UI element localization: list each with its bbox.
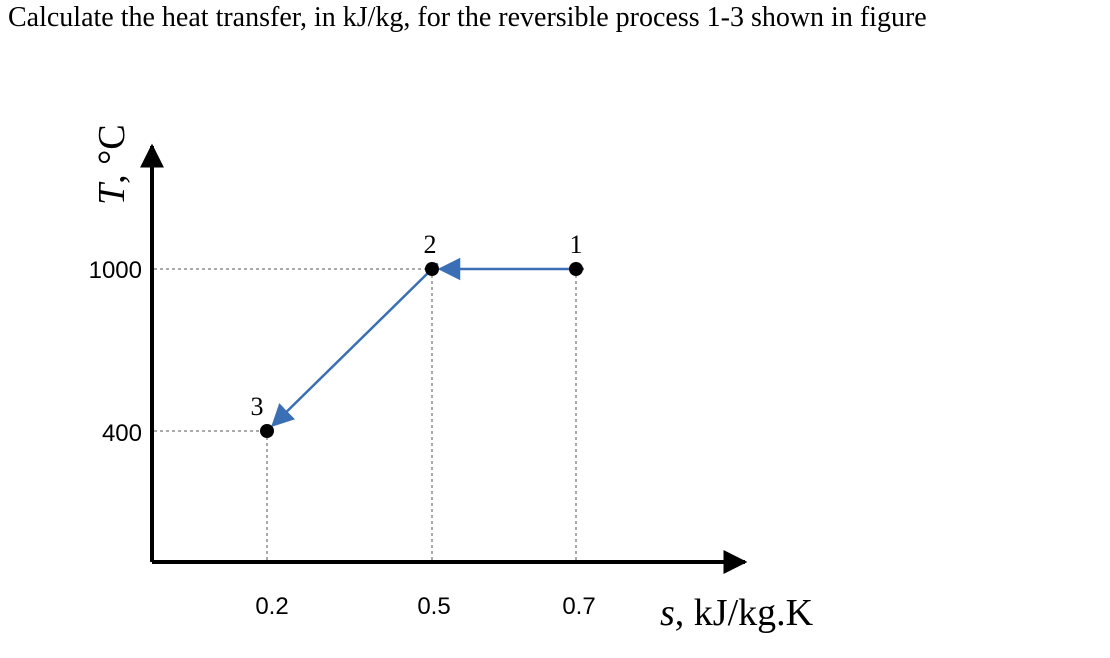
state-points: 1 2 3 xyxy=(251,230,583,438)
y-axis-unit: , °C xyxy=(91,124,133,184)
process-segment-2-3 xyxy=(271,262,439,427)
process-paths xyxy=(271,257,584,427)
x-tick-label: 0.5 xyxy=(417,593,450,620)
x-axis-unit: , kJ/kg.K xyxy=(675,592,814,634)
x-axis-variable: s xyxy=(660,592,675,634)
y-axis-variable: T xyxy=(91,181,133,205)
question-text: Calculate the heat transfer, in kJ/kg, f… xyxy=(8,2,927,33)
state-point-1 xyxy=(569,262,583,276)
x-axis-label: s, kJ/kg.K xyxy=(660,592,814,634)
x-tick-label: 0.2 xyxy=(255,593,288,620)
state-point-label: 3 xyxy=(251,392,264,421)
y-axis-label: T, °C xyxy=(91,124,133,205)
state-point-label: 2 xyxy=(424,230,437,259)
x-tick-label: 0.7 xyxy=(562,593,595,620)
state-point-3 xyxy=(260,424,274,438)
state-point-2 xyxy=(425,262,439,276)
guide-lines xyxy=(154,268,577,560)
y-tick-label: 1000 xyxy=(89,257,142,284)
y-tick-label: 400 xyxy=(102,420,142,447)
state-point-label: 1 xyxy=(570,230,583,259)
